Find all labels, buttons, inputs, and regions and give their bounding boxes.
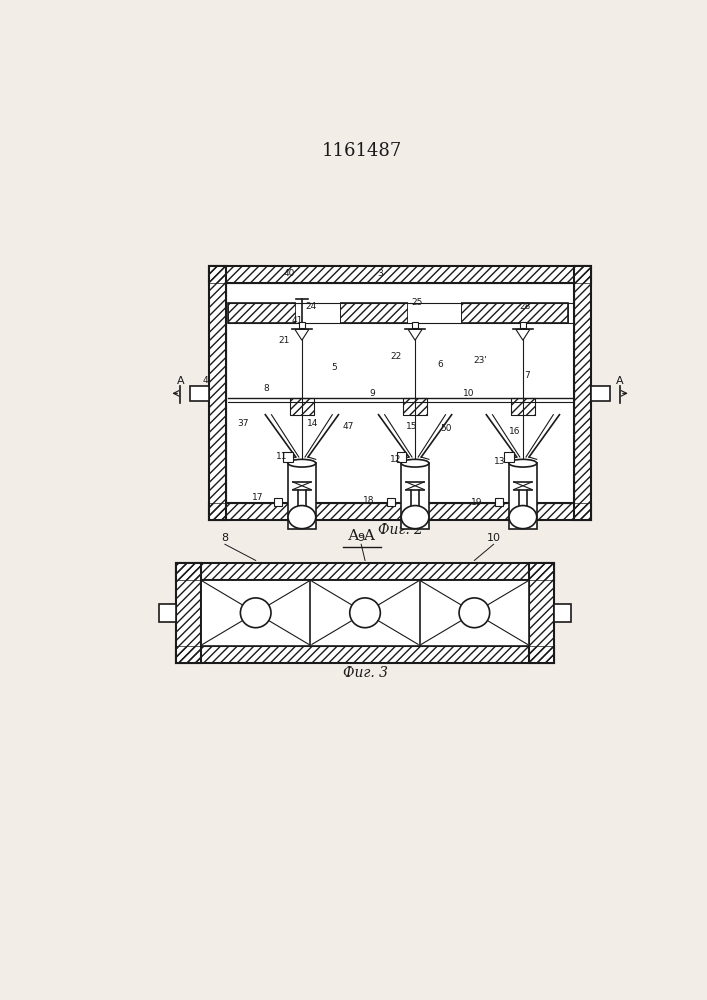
Bar bbox=[573, 266, 590, 520]
Ellipse shape bbox=[509, 459, 537, 467]
Text: 1161487: 1161487 bbox=[322, 142, 402, 160]
Text: 23': 23' bbox=[474, 356, 487, 365]
Bar bbox=[176, 563, 554, 580]
Bar bbox=[209, 266, 226, 520]
Text: Фиг. 2: Фиг. 2 bbox=[378, 523, 423, 537]
Text: 11: 11 bbox=[276, 452, 288, 461]
Bar bbox=[226, 283, 573, 503]
Bar bbox=[228, 303, 296, 323]
Bar bbox=[403, 398, 428, 415]
Bar bbox=[290, 398, 314, 415]
Text: 24: 24 bbox=[305, 302, 317, 311]
Ellipse shape bbox=[459, 598, 490, 628]
Text: 9: 9 bbox=[370, 389, 375, 398]
Text: 40: 40 bbox=[284, 269, 296, 278]
Text: 5: 5 bbox=[332, 363, 337, 372]
Bar bbox=[296, 302, 340, 325]
Bar bbox=[176, 563, 201, 663]
Text: 17: 17 bbox=[252, 493, 263, 502]
Bar bbox=[176, 646, 554, 663]
Text: 21: 21 bbox=[279, 336, 290, 345]
Bar bbox=[209, 503, 590, 520]
Text: 14: 14 bbox=[307, 419, 318, 428]
Ellipse shape bbox=[288, 506, 316, 529]
Bar bbox=[573, 266, 590, 520]
Text: 16: 16 bbox=[510, 427, 521, 436]
Bar bbox=[160, 604, 176, 622]
Text: 15: 15 bbox=[406, 422, 417, 431]
Text: 10: 10 bbox=[486, 533, 501, 543]
Bar bbox=[529, 563, 554, 663]
Bar bbox=[412, 322, 418, 328]
Bar bbox=[461, 303, 568, 323]
Ellipse shape bbox=[240, 598, 271, 628]
Bar bbox=[176, 563, 201, 663]
Text: 47: 47 bbox=[342, 422, 354, 431]
Bar bbox=[209, 266, 226, 520]
Text: 12: 12 bbox=[390, 455, 402, 464]
Bar bbox=[504, 452, 514, 462]
Bar bbox=[510, 398, 535, 415]
Bar bbox=[201, 580, 529, 646]
Text: 18: 18 bbox=[363, 496, 375, 505]
Bar bbox=[590, 386, 610, 401]
Bar bbox=[520, 322, 526, 328]
Text: 50: 50 bbox=[440, 424, 452, 433]
Text: 8: 8 bbox=[264, 384, 269, 393]
Polygon shape bbox=[295, 329, 309, 340]
Bar bbox=[228, 303, 296, 323]
Text: 19: 19 bbox=[471, 498, 482, 507]
Text: А: А bbox=[177, 376, 184, 386]
Text: 13: 13 bbox=[494, 457, 506, 466]
Text: 37: 37 bbox=[238, 419, 249, 428]
Ellipse shape bbox=[509, 506, 537, 529]
Text: 3: 3 bbox=[378, 269, 383, 278]
Text: 25: 25 bbox=[411, 298, 423, 307]
Bar bbox=[397, 452, 406, 462]
Bar bbox=[209, 503, 590, 520]
Bar bbox=[209, 266, 590, 283]
Bar bbox=[284, 452, 293, 462]
Polygon shape bbox=[516, 329, 530, 340]
Text: 7: 7 bbox=[524, 371, 530, 380]
Text: 22: 22 bbox=[390, 352, 402, 361]
Bar bbox=[209, 266, 590, 283]
Text: 41: 41 bbox=[291, 316, 303, 325]
Bar bbox=[510, 398, 535, 415]
Text: 28: 28 bbox=[520, 302, 531, 311]
Text: 6: 6 bbox=[438, 360, 443, 369]
Bar bbox=[529, 563, 554, 663]
Ellipse shape bbox=[350, 598, 380, 628]
Text: 8: 8 bbox=[221, 533, 228, 543]
Bar bbox=[461, 303, 568, 323]
Bar bbox=[495, 498, 503, 506]
Bar bbox=[290, 398, 314, 415]
Text: А-А: А-А bbox=[348, 529, 376, 543]
Bar bbox=[403, 398, 428, 415]
Bar bbox=[408, 302, 461, 325]
Bar bbox=[387, 498, 395, 506]
Ellipse shape bbox=[402, 459, 429, 467]
Bar bbox=[299, 322, 305, 328]
Bar bbox=[176, 563, 554, 580]
Bar bbox=[176, 646, 554, 663]
Bar bbox=[288, 463, 316, 529]
Text: Фиг. 3: Фиг. 3 bbox=[342, 666, 387, 680]
Text: 4: 4 bbox=[203, 376, 209, 385]
Text: 10: 10 bbox=[463, 389, 474, 398]
Text: 9: 9 bbox=[358, 533, 365, 543]
Polygon shape bbox=[408, 329, 422, 340]
Ellipse shape bbox=[402, 506, 429, 529]
Bar bbox=[190, 386, 209, 401]
Bar bbox=[509, 463, 537, 529]
Bar bbox=[554, 604, 571, 622]
Bar bbox=[340, 303, 408, 323]
Ellipse shape bbox=[288, 459, 316, 467]
Text: А: А bbox=[616, 376, 624, 386]
Bar bbox=[340, 303, 408, 323]
Bar bbox=[274, 498, 282, 506]
Bar bbox=[402, 463, 429, 529]
